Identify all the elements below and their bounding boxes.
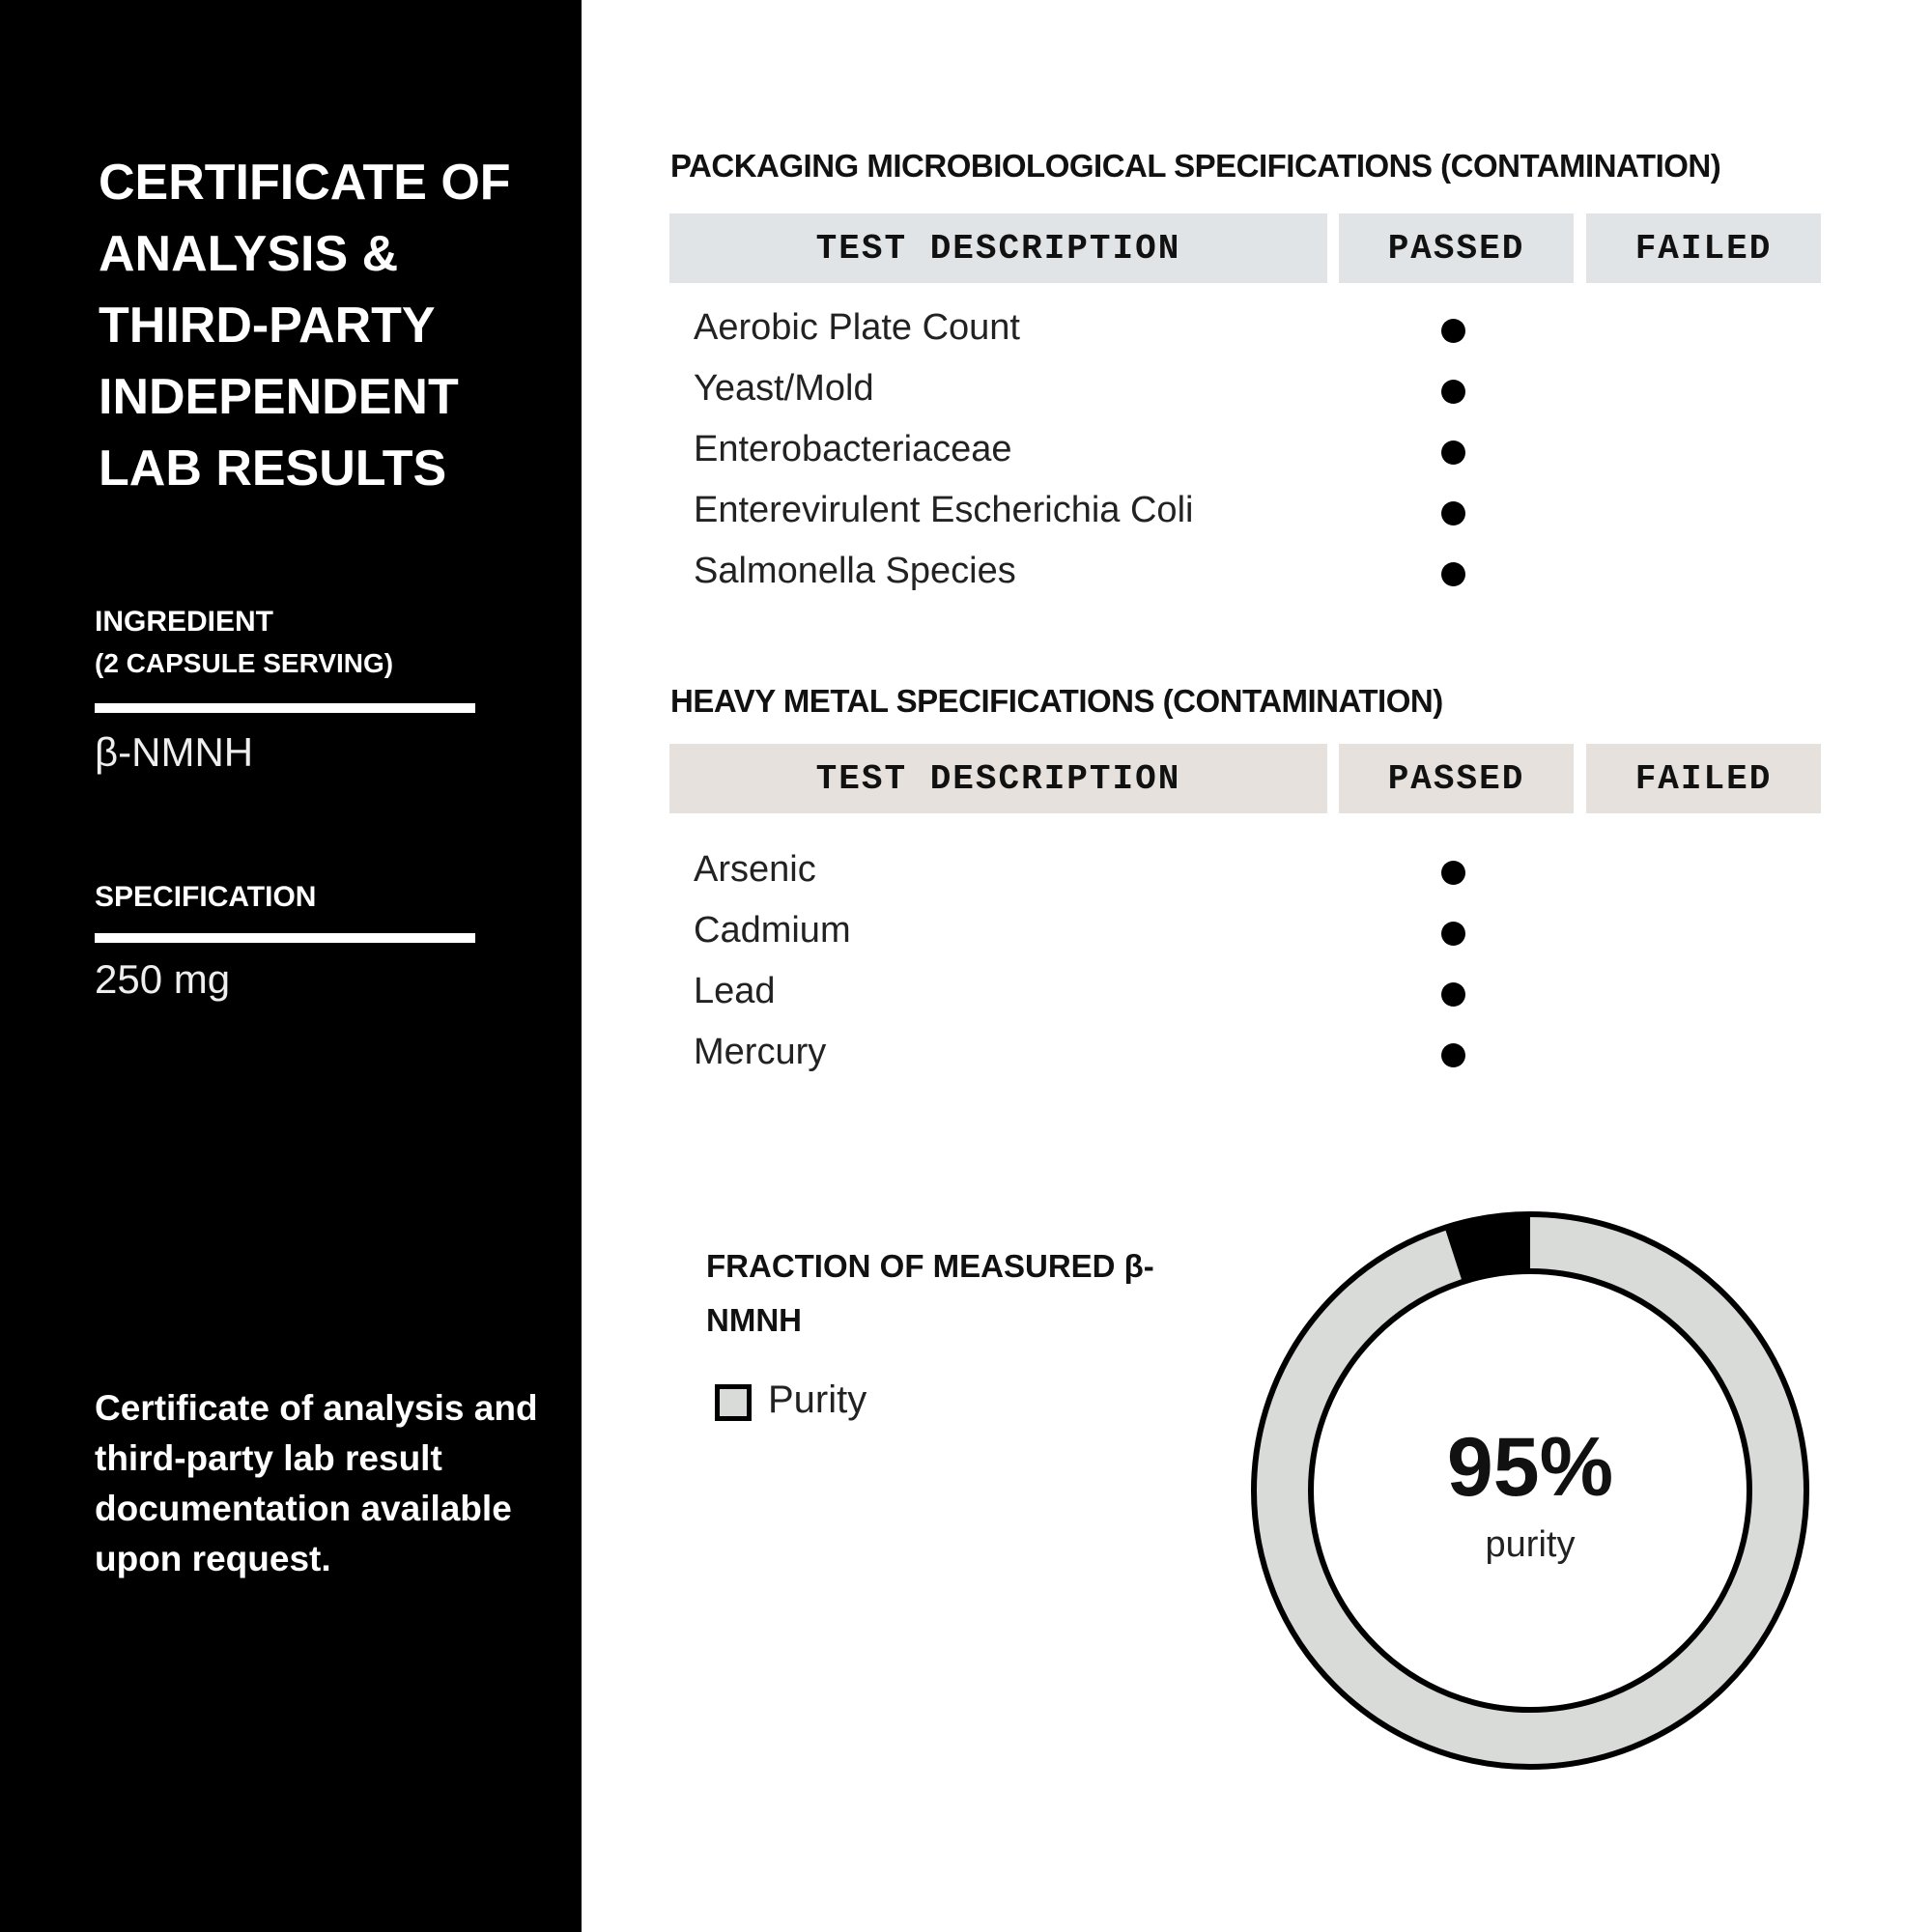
result-dot — [1441, 562, 1465, 586]
result-dot — [1441, 922, 1465, 946]
spec-value: 250 mg — [95, 956, 231, 1002]
chart-title: FRACTION OF MEASURED β-NMNH — [706, 1248, 1154, 1338]
sidebar: CERTIFICATE OF ANALYSIS & THIRD-PARTY IN… — [0, 0, 582, 1932]
legend-label: Purity — [768, 1378, 867, 1421]
result-dot — [1441, 861, 1465, 885]
donut-chart — [1251, 1211, 1809, 1770]
col-passed: PASSED — [1339, 213, 1574, 283]
table-row-label: Yeast/Mold — [694, 368, 874, 409]
result-dot — [1441, 1043, 1465, 1067]
result-dot — [1441, 501, 1465, 526]
center-value: 95% — [1446, 1421, 1614, 1514]
ingredient-label: INGREDIENT — [95, 606, 274, 638]
result-dot — [1441, 319, 1465, 343]
page-title: CERTIFICATE OF ANALYSIS & THIRD-PARTY IN… — [99, 155, 511, 497]
col-failed: FAILED — [1586, 744, 1821, 813]
legend-swatch — [715, 1384, 752, 1421]
note: Certificate of analysis and third-party … — [95, 1388, 538, 1578]
table-row-label: Enterobacteriaceae — [694, 429, 1012, 469]
table-row-label: Enterevirulent Escherichia Coli — [694, 490, 1194, 530]
result-dot — [1441, 982, 1465, 1007]
donut-slice-1 — [1444, 1214, 1530, 1283]
result-dot — [1441, 440, 1465, 465]
ingredient-sub: (2 CAPSULE SERVING) — [95, 648, 394, 678]
table-row-label: Aerobic Plate Count — [694, 307, 1020, 348]
table-row-label: Lead — [694, 971, 776, 1011]
divider — [95, 703, 475, 713]
col-failed: FAILED — [1586, 213, 1821, 283]
spec-label: SPECIFICATION — [95, 881, 317, 913]
table-row-label: Arsenic — [694, 849, 816, 890]
table-row-label: Cadmium — [694, 910, 851, 951]
divider — [95, 933, 475, 943]
donut-outline — [1251, 1211, 1809, 1770]
col-test-description: TEST DESCRIPTION — [669, 744, 1327, 813]
micro-heading: PACKAGING MICROBIOLOGICAL SPECIFICATIONS… — [670, 148, 1721, 184]
ingredient-value: β-NMNH — [95, 729, 254, 775]
metal-heading: HEAVY METAL SPECIFICATIONS (CONTAMINATIO… — [670, 683, 1443, 719]
table-row-label: Mercury — [694, 1032, 827, 1072]
col-passed: PASSED — [1339, 744, 1574, 813]
donut-outline — [1308, 1268, 1752, 1713]
result-dot — [1441, 380, 1465, 404]
col-test-description: TEST DESCRIPTION — [669, 213, 1327, 283]
table-row-label: Salmonella Species — [694, 551, 1016, 591]
center-label: purity — [1485, 1524, 1576, 1565]
